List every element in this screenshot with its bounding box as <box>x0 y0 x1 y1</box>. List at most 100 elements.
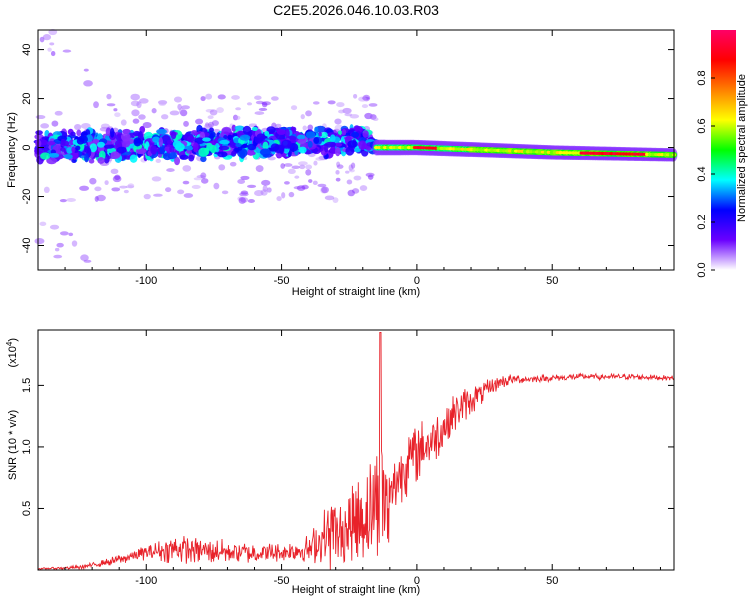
spectrogram-blob <box>88 158 95 164</box>
spectrogram-blob <box>342 107 352 114</box>
spectrogram-blob <box>59 198 67 203</box>
spectrogram-blob <box>110 168 119 175</box>
spectrogram-blob <box>153 193 163 197</box>
spectrogram-blob <box>93 101 99 109</box>
spectrogram-blob <box>351 131 360 138</box>
x-tick-label: 50 <box>546 275 558 287</box>
spectrogram-blob <box>321 186 329 194</box>
spectrogram-blob <box>234 125 245 131</box>
spectrogram-blob <box>114 174 121 181</box>
spectrogram-blob <box>227 134 233 141</box>
spectrogram-blob <box>182 180 190 185</box>
spectrogram-x-label: Height of straight line (km) <box>292 286 420 298</box>
spectrogram-blob <box>231 95 240 100</box>
x-tick-label: -50 <box>274 575 290 587</box>
spectrogram-blob <box>293 186 302 190</box>
spectrogram-blob <box>84 146 90 154</box>
spectrogram-blob <box>368 103 378 107</box>
spectrogram-blob <box>247 184 257 188</box>
spectrogram-blob <box>80 123 91 129</box>
spectrogram-blob <box>40 152 51 160</box>
spectrogram-blob <box>362 130 369 138</box>
spectrogram-blob <box>255 165 264 173</box>
colorbar: 0.0 0.2 0.4 0.6 0.8 Normalized spectral ampl… <box>696 30 748 278</box>
spectrogram-blob <box>358 140 367 151</box>
spectrogram-blob <box>242 125 252 135</box>
spectrogram-blob <box>200 172 207 179</box>
colorbar-ticks: 0.0 0.2 0.4 0.6 0.8 <box>696 70 715 278</box>
spectrogram-blob <box>183 193 194 198</box>
y-tick-label: 1.0 <box>21 439 33 454</box>
spectrogram-blob <box>104 180 109 186</box>
spectrogram-blob <box>251 126 258 131</box>
spectrogram-blob <box>169 144 175 153</box>
snr-multiplier: (x104) <box>5 338 19 368</box>
spectrogram-blob <box>262 141 269 150</box>
spectrogram-blob <box>68 232 74 237</box>
spectrogram-blob <box>129 154 138 163</box>
spectrogram-blob <box>71 240 78 247</box>
x-tick-label: -100 <box>135 275 157 287</box>
spectrogram-blob <box>156 128 168 135</box>
spectrogram-blob <box>133 137 142 147</box>
spectrogram-blob <box>64 154 73 160</box>
spectrogram-blob <box>173 96 183 103</box>
spectrogram-blob <box>338 109 345 114</box>
spectrogram-blob <box>329 134 336 143</box>
spectrogram-blob <box>71 146 76 153</box>
spectrogram-blob <box>335 170 340 175</box>
spectrogram-blob <box>66 198 76 202</box>
spectrogram-blob <box>76 137 85 145</box>
spectrogram-blob <box>254 189 264 197</box>
spectrogram-blob <box>267 156 276 161</box>
spectrogram-blob <box>34 147 44 155</box>
spectrogram-blob <box>341 129 347 136</box>
spectrogram-blob <box>143 193 151 200</box>
x-tick-label: 50 <box>546 575 558 587</box>
spectrogram-blob <box>221 190 229 195</box>
spectrogram-blob <box>105 127 112 137</box>
spectrogram-blob <box>318 132 323 138</box>
snr-multiplier-exp: 4 <box>5 341 14 346</box>
spectrogram-blob <box>111 187 121 192</box>
spectrogram-blob <box>186 149 191 154</box>
y-tick-label: 0.5 <box>21 501 33 516</box>
spectrogram-blob <box>47 47 52 52</box>
spectrogram-frame <box>37 29 675 271</box>
spectrogram-blob <box>240 175 250 180</box>
colorbar-tick-label: 0.6 <box>696 118 708 133</box>
spectrogram-blob <box>372 117 379 121</box>
snr-y-label: SNR (10 * v/v) <box>7 410 19 480</box>
spectrogram-blob <box>205 93 213 100</box>
spectrogram-blob <box>94 186 102 192</box>
spectrogram-blob <box>89 143 98 153</box>
spectrogram-blob <box>71 150 79 160</box>
spectrogram-blob <box>229 161 237 167</box>
spectrogram-blob <box>35 130 43 135</box>
spectrogram-blob <box>261 102 268 108</box>
spectrogram-blob <box>313 137 320 144</box>
spectrogram-y-label: Frequency (Hz) <box>6 112 18 188</box>
spectrogram-blob <box>130 93 141 101</box>
spectrogram-blob <box>334 146 341 157</box>
colorbar-tick-label: 0.0 <box>696 262 708 277</box>
spectrogram-blob <box>89 177 97 185</box>
spectrogram-blob <box>43 186 50 194</box>
spectrogram-blob <box>283 163 293 167</box>
spectrogram-blob <box>194 137 205 145</box>
spectrogram-blob <box>195 118 204 125</box>
spectrogram-blob <box>307 140 313 148</box>
spectrogram-blob <box>246 102 253 106</box>
spectrogram-blob <box>235 107 242 111</box>
colorbar-tick-label: 0.8 <box>696 70 708 85</box>
spectrogram-blob <box>307 124 314 131</box>
spectrogram-blob <box>239 192 249 197</box>
spectrogram-blob <box>325 141 337 148</box>
spectrogram-blob <box>59 231 69 236</box>
snr-axes: -100 -50 0 50 0.5 1.0 1.5 <box>21 330 674 587</box>
colorbar-tick-label: 0.2 <box>696 214 708 229</box>
spectrogram-blob <box>237 178 246 184</box>
spectrogram-blob <box>106 103 116 107</box>
spectrogram-blob <box>275 123 282 128</box>
spectrogram-blob <box>235 143 242 148</box>
